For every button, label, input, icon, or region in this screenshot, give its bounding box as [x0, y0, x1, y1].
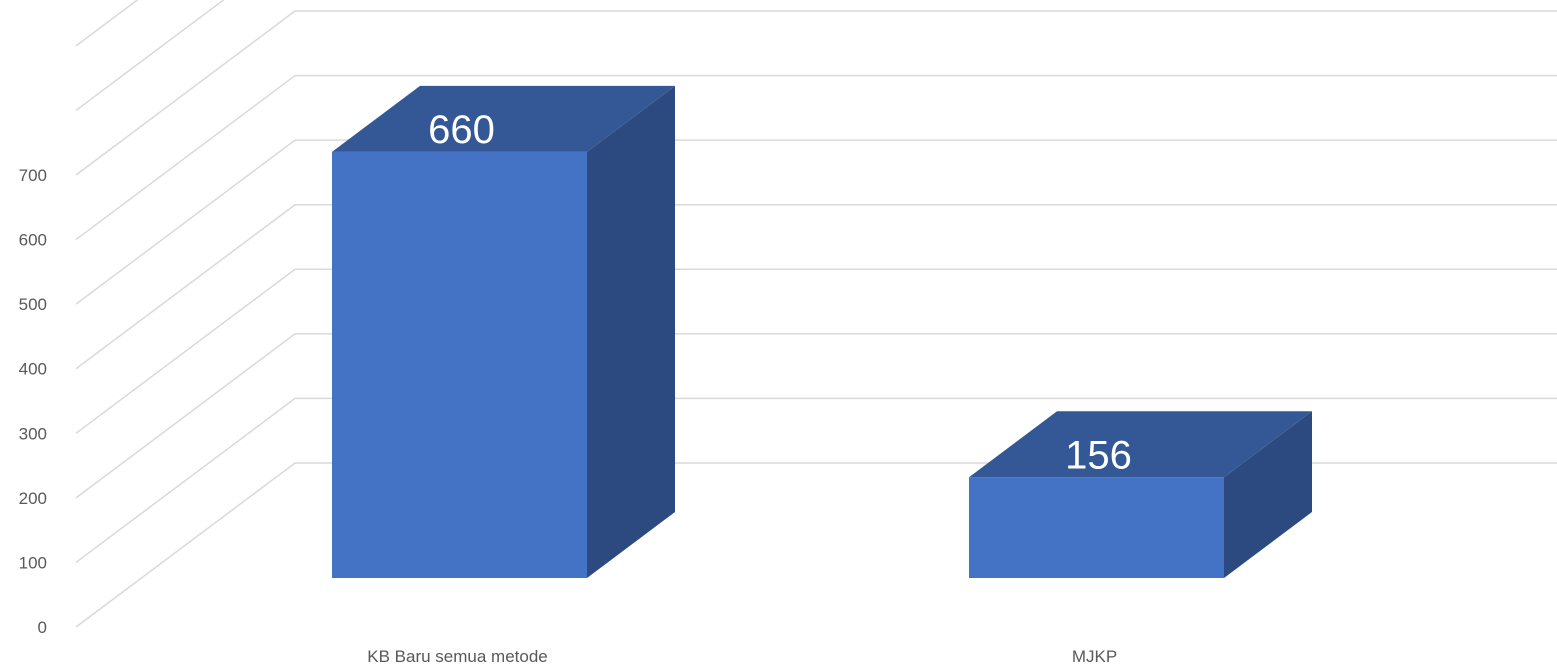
- y-tick-label: 100: [19, 553, 47, 572]
- gridline: [75, 10, 1557, 176]
- y-tick-label: 600: [19, 231, 47, 250]
- y-axis-tick-labels: 0 100 200 300 400 500 600 700: [19, 166, 47, 637]
- gridline: [75, 397, 1557, 564]
- bar: 156: [969, 411, 1312, 578]
- bar: 660: [332, 85, 675, 578]
- gridlines: [75, 0, 1557, 628]
- x-category-label: MJKP: [1072, 647, 1117, 666]
- gridline: [75, 203, 1557, 370]
- gridline: [75, 462, 1557, 628]
- x-category-label: KB Baru semua metode: [367, 647, 547, 666]
- data-label: 660: [428, 108, 495, 152]
- category-labels: KB Baru semua metode MJKP: [367, 647, 1117, 666]
- gridline: [75, 74, 1557, 241]
- bar-side-face: [1224, 411, 1312, 578]
- bar-front-face: [969, 477, 1224, 578]
- gridline: [75, 268, 1557, 434]
- data-label: 156: [1065, 433, 1132, 477]
- y-tick-label: 500: [19, 295, 47, 314]
- y-tick-label: 400: [19, 360, 47, 379]
- bar-side-face: [587, 85, 675, 578]
- y-tick-label: 300: [19, 424, 47, 443]
- gridline: [75, 0, 225, 112]
- y-tick-label: 0: [38, 618, 47, 637]
- y-tick-label: 200: [19, 489, 47, 508]
- gridline: [75, 333, 1557, 499]
- bar-front-face: [332, 151, 587, 578]
- y-tick-label: 700: [19, 166, 47, 185]
- gridline: [75, 139, 1557, 305]
- bar-top-face: [969, 411, 1312, 478]
- gridline: [75, 0, 139, 47]
- bar-top-face: [332, 85, 675, 152]
- bars: 660 156: [332, 85, 1312, 578]
